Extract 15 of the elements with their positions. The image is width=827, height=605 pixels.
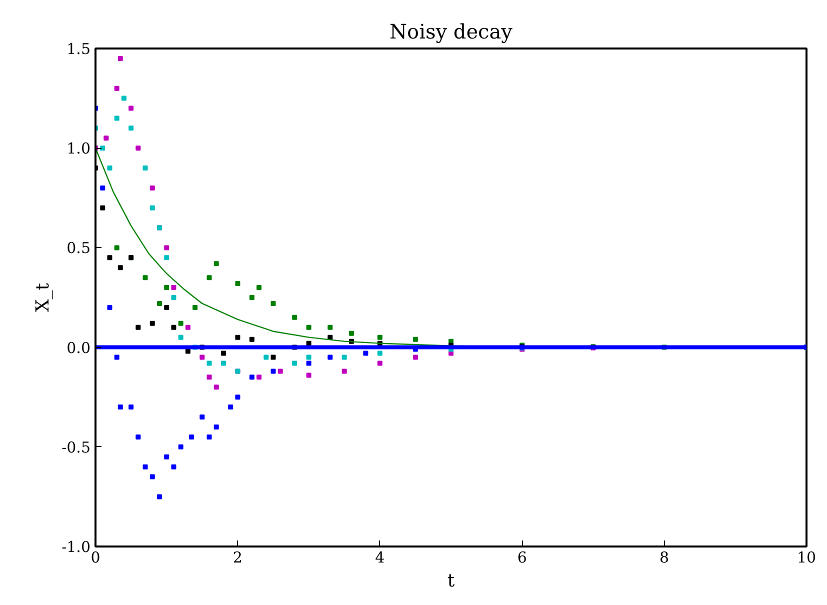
x-tick-label: 2 (232, 548, 242, 566)
y-tick-label: 0.5 (66, 239, 91, 258)
chart-title: Noisy decay (390, 20, 514, 44)
x-tick-label: 6 (517, 548, 527, 566)
x-axis-title: t (447, 570, 456, 592)
x-tick-label: 0 (90, 548, 100, 566)
y-tick-label: -1.0 (62, 538, 91, 556)
y-tick-label: 1.0 (66, 140, 91, 158)
x-tick-label: 10 (796, 548, 816, 566)
y-tick-label: 0.0 (66, 338, 91, 357)
y-tick-label: 1.5 (66, 40, 91, 58)
x-tick-label: 4 (375, 548, 385, 566)
y-axis-title: X_t (32, 282, 54, 312)
x-tick-label: 8 (660, 548, 670, 566)
y-tick-label: -0.5 (62, 438, 91, 456)
